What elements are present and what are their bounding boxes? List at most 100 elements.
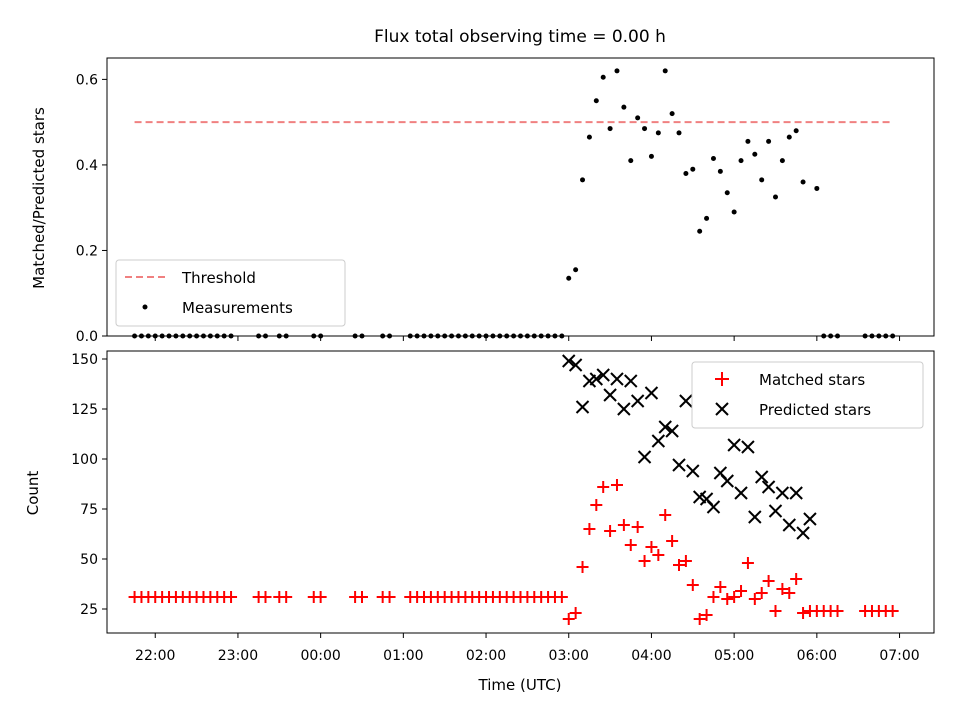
measurement-point bbox=[752, 151, 758, 157]
measurement-point bbox=[731, 209, 737, 215]
predicted-stars-point bbox=[796, 526, 810, 540]
predicted-stars-point bbox=[679, 394, 693, 408]
matched-stars-point bbox=[748, 593, 761, 605]
measurement-point bbox=[593, 98, 599, 104]
predicted-stars-point bbox=[603, 388, 617, 402]
legend-measurements-label: Measurements bbox=[182, 299, 293, 317]
matched-stars-point bbox=[569, 607, 582, 619]
matched-stars-point bbox=[562, 613, 575, 625]
matched-stars-point bbox=[783, 587, 796, 599]
matched-stars-point bbox=[314, 591, 327, 603]
bottom-y-tick-label: 50 bbox=[80, 552, 98, 568]
x-tick-label: 00:00 bbox=[300, 648, 340, 664]
bottom-y-tick-label: 100 bbox=[71, 452, 98, 468]
matched-stars-point bbox=[631, 521, 644, 533]
bottom-panel: Count Time (UTC) 25 50 75 100 125 150 22:00 23… bbox=[24, 350, 935, 694]
bottom-x-ticks: 22:00 23:00 00:00 01:00 02:00 03:00 04:00 05:00… bbox=[135, 633, 920, 664]
measurement-point bbox=[586, 134, 592, 140]
bottom-y-axis-label: Count bbox=[24, 471, 42, 516]
matched-stars-point bbox=[797, 607, 810, 619]
matched-stars-point bbox=[617, 519, 630, 531]
measurement-points bbox=[132, 68, 896, 339]
predicted-stars-point bbox=[617, 402, 631, 416]
top-y-tick-label: 0.6 bbox=[76, 72, 98, 88]
matched-stars-point bbox=[590, 499, 603, 511]
matched-stars-point bbox=[555, 591, 568, 603]
measurement-point bbox=[786, 134, 792, 140]
top-y-tick-label: 0.4 bbox=[76, 158, 98, 174]
measurement-point bbox=[690, 166, 696, 172]
measurement-point bbox=[635, 115, 641, 121]
measurement-point bbox=[814, 185, 820, 191]
predicted-stars-point bbox=[734, 486, 748, 500]
predicted-stars-point bbox=[589, 372, 604, 386]
matched-stars-point bbox=[769, 605, 782, 617]
predicted-stars-point bbox=[672, 458, 686, 472]
matched-stars-point bbox=[604, 525, 617, 537]
predicted-stars-points bbox=[562, 354, 817, 540]
predicted-stars-point bbox=[630, 394, 645, 408]
predicted-stars-point bbox=[761, 480, 776, 494]
predicted-stars-point bbox=[624, 374, 638, 388]
measurement-point bbox=[759, 177, 765, 183]
measurement-point bbox=[717, 168, 723, 174]
measurement-point bbox=[724, 190, 730, 196]
predicted-stars-point bbox=[720, 474, 734, 488]
chart-title: Flux total observing time = 0.00 h bbox=[374, 27, 666, 47]
matched-stars-point bbox=[225, 591, 238, 603]
measurement-point bbox=[669, 111, 675, 117]
matched-stars-point bbox=[610, 479, 623, 491]
predicted-stars-point bbox=[789, 486, 803, 500]
top-y-ticks: 0.0 0.2 0.4 0.6 bbox=[76, 72, 107, 345]
measurement-point bbox=[600, 74, 606, 80]
x-tick-label: 23:00 bbox=[218, 648, 258, 664]
top-y-tick-label: 0.0 bbox=[76, 329, 98, 345]
measurement-point bbox=[566, 275, 572, 281]
predicted-stars-point bbox=[775, 486, 790, 500]
measurement-point bbox=[800, 179, 806, 185]
matched-stars-point bbox=[721, 593, 734, 605]
predicted-stars-point bbox=[575, 400, 590, 414]
predicted-stars-point bbox=[748, 510, 762, 524]
measurement-point bbox=[738, 158, 744, 164]
measurement-point bbox=[648, 153, 654, 159]
measurement-point bbox=[628, 158, 634, 164]
x-tick-label: 07:00 bbox=[879, 648, 919, 664]
predicted-stars-point bbox=[768, 504, 783, 518]
measurement-point bbox=[772, 194, 778, 200]
matched-stars-point bbox=[576, 561, 589, 573]
x-tick-label: 02:00 bbox=[466, 648, 506, 664]
predicted-stars-point bbox=[596, 368, 610, 382]
predicted-stars-point bbox=[741, 440, 755, 454]
predicted-stars-point bbox=[610, 372, 624, 386]
bottom-legend: Matched stars Predicted stars bbox=[691, 361, 924, 429]
predicted-stars-point bbox=[651, 434, 666, 448]
measurement-point bbox=[710, 156, 716, 162]
matched-stars-point bbox=[645, 541, 658, 553]
measurement-point bbox=[573, 267, 579, 273]
predicted-stars-point bbox=[706, 500, 721, 514]
matched-stars-point bbox=[755, 587, 768, 599]
matched-stars-point bbox=[638, 555, 651, 567]
top-panel: Flux total observing time = 0.00 h Match… bbox=[30, 27, 935, 345]
predicted-stars-point bbox=[686, 464, 700, 478]
legend-matched-label: Matched stars bbox=[759, 371, 865, 389]
measurement-point bbox=[642, 126, 648, 132]
matched-stars-point bbox=[728, 591, 741, 603]
predicted-stars-point bbox=[658, 420, 672, 434]
predicted-stars-point bbox=[637, 450, 652, 464]
measurement-point bbox=[697, 228, 703, 234]
bottom-plot-frame bbox=[106, 350, 935, 634]
measurements-legend-swatch bbox=[142, 304, 148, 310]
bottom-y-tick-label: 125 bbox=[71, 402, 98, 418]
matched-stars-point bbox=[383, 591, 396, 603]
predicted-stars-point bbox=[782, 518, 796, 532]
matched-stars-point bbox=[790, 573, 803, 585]
matched-stars-points bbox=[128, 479, 899, 625]
matched-stars-point bbox=[707, 591, 720, 603]
measurement-point bbox=[676, 130, 682, 136]
x-tick-label: 22:00 bbox=[135, 648, 175, 664]
measurement-point bbox=[793, 128, 799, 134]
measurement-point bbox=[580, 177, 586, 183]
